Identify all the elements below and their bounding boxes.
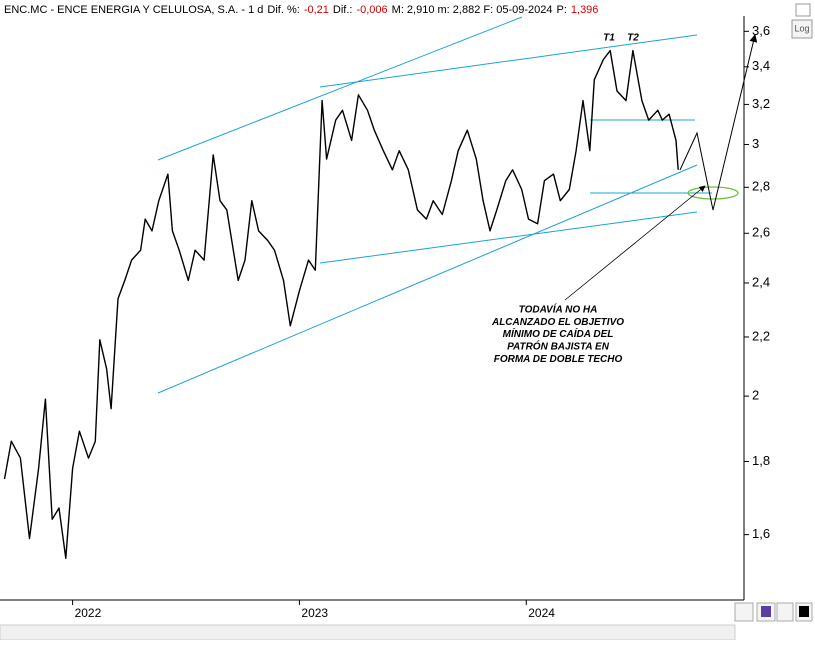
header-p-label: P: <box>556 4 566 16</box>
annotation-line: FORMA DE DOBLE TECHO <box>494 354 623 365</box>
x-tick-label: 2024 <box>528 606 555 620</box>
trendline <box>319 211 698 264</box>
header: ENC.MC - ENCE ENERGIA Y CELULOSA, S.A. -… <box>4 4 598 16</box>
trendline <box>319 34 698 88</box>
y-tick-label: 2,4 <box>752 274 770 289</box>
y-tick-label: 2,2 <box>752 328 770 343</box>
trendline <box>157 16 523 161</box>
header-info: M: 2,910 m: 2,882 F: 05-09-2024 <box>392 4 553 16</box>
color-icon <box>799 606 809 617</box>
header-text: ENC.MC - ENCE ENERGIA Y CELULOSA, S.A. -… <box>4 4 598 16</box>
header-dif-label: Dif.: <box>333 4 353 16</box>
header-dif-pct-label: Dif. %: <box>267 4 299 16</box>
annotation-line: PATRÓN BAJISTA EN <box>507 340 610 353</box>
x-tick-label: 2022 <box>75 606 102 620</box>
trendline <box>157 164 698 394</box>
y-tick-label: 3,2 <box>752 96 770 111</box>
scrollbar[interactable] <box>0 624 736 641</box>
t2-label: T2 <box>627 33 639 44</box>
y-tick-label: 1,8 <box>752 453 770 468</box>
annotation-line: MÍNIMO DE CAÍDA DEL <box>503 327 614 340</box>
annotation-line: ALCANZADO EL OBJETIVO <box>491 317 624 328</box>
projection-arrow <box>679 34 758 211</box>
header-symbol: ENC.MC - ENCE ENERGIA Y CELULOSA, S.A. -… <box>4 4 263 16</box>
annotation-line: TODAVÍA NO HA <box>519 303 598 316</box>
y-tick-label: 3 <box>752 136 759 151</box>
header-dif-pct: -0,21 <box>304 4 329 16</box>
save-icon <box>761 606 771 617</box>
log-label[interactable]: Log <box>794 23 809 33</box>
y-tick-label: 2,8 <box>752 179 770 194</box>
y-tick-label: 2 <box>752 388 759 403</box>
zoom-button[interactable] <box>734 602 754 622</box>
pin-button[interactable] <box>776 602 794 622</box>
target-ellipse <box>687 186 739 200</box>
t1-label: T1 <box>603 33 615 44</box>
trendlines <box>157 16 758 394</box>
window-button[interactable] <box>795 3 811 17</box>
y-tick-label: 3,6 <box>752 23 770 38</box>
x-tick-label: 2023 <box>301 606 328 620</box>
header-p: 1,396 <box>571 4 599 16</box>
note-arrow <box>564 185 706 301</box>
y-tick-label: 2,6 <box>752 225 770 240</box>
header-dif: -0,006 <box>356 4 387 16</box>
log-button[interactable] <box>791 19 813 39</box>
price-line <box>3 49 679 559</box>
y-tick-label: 1,6 <box>752 526 770 541</box>
y-tick-label: 3,4 <box>752 58 770 73</box>
